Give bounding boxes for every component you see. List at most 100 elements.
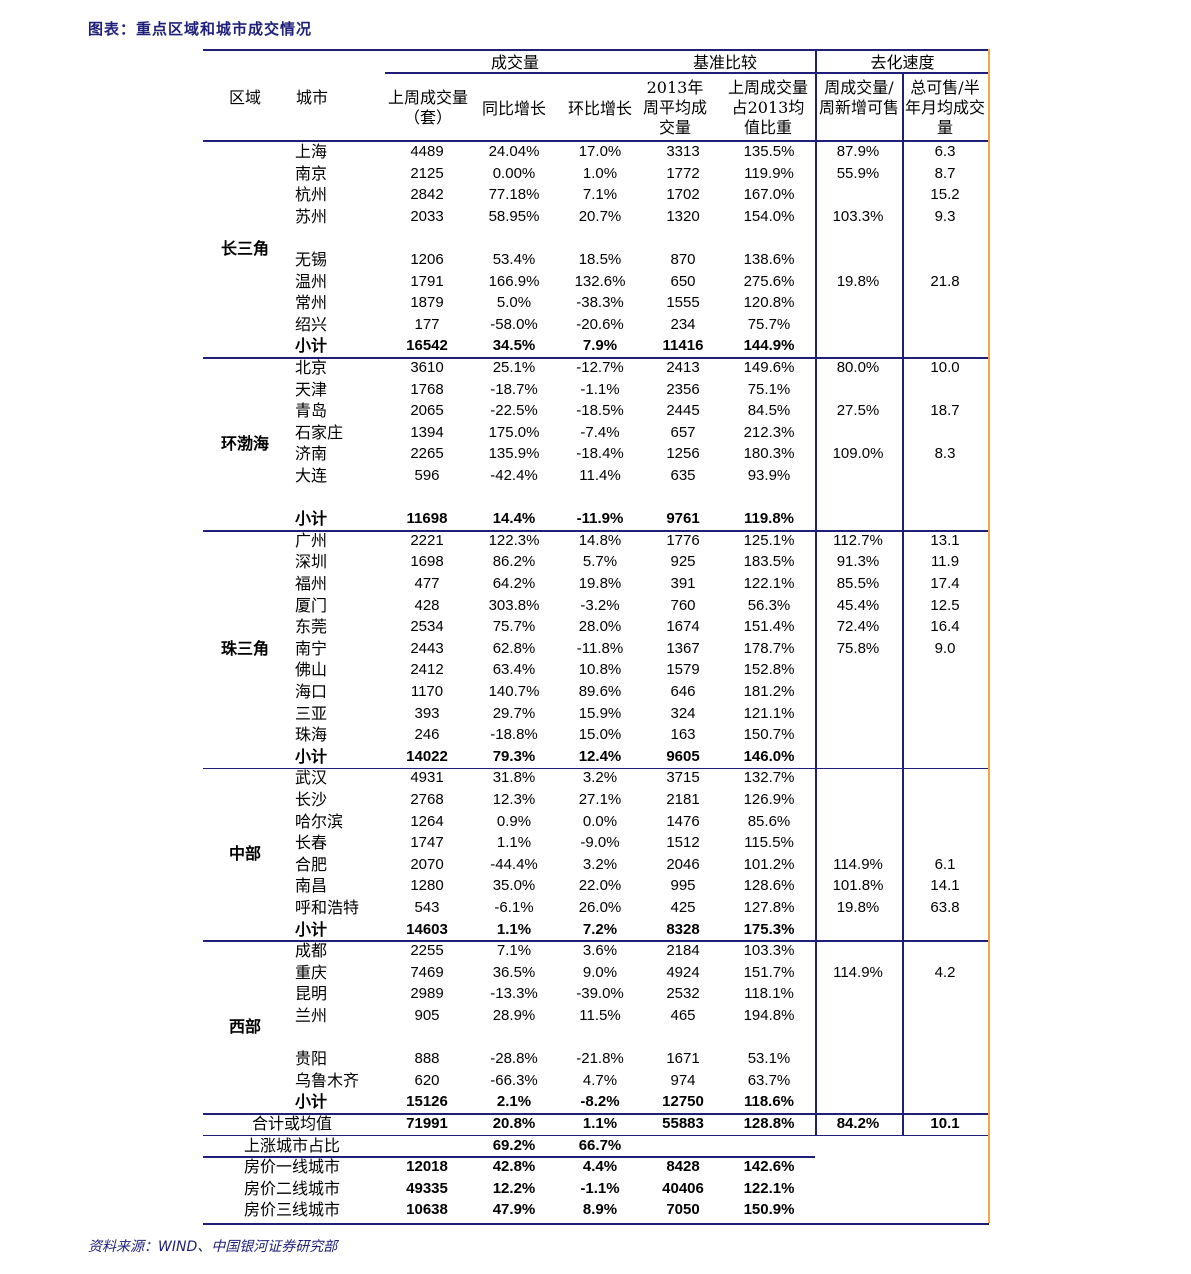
table-cell: 152.8% [743, 661, 795, 679]
table-cell: 428 [414, 596, 440, 614]
table-cell: 85.5% [836, 575, 880, 592]
table-cell: 3715 [666, 769, 700, 787]
table-cell: 77.18% [488, 186, 540, 204]
region-label: 珠三角 [220, 638, 269, 658]
city-name: 合肥 [295, 854, 328, 874]
table-cell: -18.5% [576, 402, 624, 420]
subtotal-value: 2.1% [496, 1093, 532, 1111]
city-name: 南宁 [295, 638, 328, 658]
table-cell: 13.1 [930, 531, 960, 549]
table-cell: 1.1% [496, 834, 532, 852]
table-cell: 324 [670, 704, 696, 722]
table-cell: 1768 [410, 380, 444, 398]
table-cell: 4924 [666, 963, 700, 981]
city-name: 深圳 [295, 552, 328, 572]
city-name: 海口 [295, 682, 328, 701]
table-cell: 19.8% [578, 575, 622, 592]
table-cell: 75.8% [836, 639, 880, 657]
table-cell: -28.8% [490, 1050, 538, 1068]
table-cell: 128.6% [743, 877, 795, 895]
header-months-supply: 总可售/半年月均成交量 [904, 78, 985, 137]
table-cell: 7.1% [582, 186, 618, 204]
table-cell: 24.04% [488, 143, 540, 160]
table-cell: 56.3% [747, 596, 791, 614]
table-cell: 1264 [410, 812, 444, 830]
table-cell: 2255 [410, 942, 444, 960]
subtotal-value: 11416 [662, 337, 704, 355]
table-cell: 16.4 [930, 618, 960, 636]
region-divider [203, 530, 989, 532]
table-cell: 86.2% [492, 553, 536, 571]
table-cell: 425 [670, 899, 696, 916]
subtotal-value: 9605 [666, 747, 700, 765]
table-cell: 115.5% [744, 834, 794, 852]
table-cell: 26.0% [578, 899, 622, 916]
table-cell: -21.8% [576, 1050, 624, 1068]
summary-label: 房价一线城市 [243, 1157, 340, 1177]
table-cell: 2443 [410, 639, 444, 657]
subtotal-value: 34.5% [492, 337, 536, 355]
table-cell: 2356 [666, 380, 700, 398]
table-cell: 180.3% [743, 445, 795, 463]
table-cell: 135.5% [743, 143, 795, 160]
table-cell: 127.8% [743, 899, 795, 916]
summary-value: 8.9% [582, 1201, 618, 1219]
summary-value: 10638 [406, 1201, 448, 1219]
region-label: 中部 [228, 844, 261, 863]
table-cell: 19.8% [836, 272, 880, 290]
table-cell: -44.4% [490, 855, 538, 873]
city-name: 佛山 [295, 660, 328, 680]
table-cell: 1280 [410, 877, 444, 895]
table-cell: -1.1% [580, 380, 620, 398]
table-cell: -20.6% [576, 315, 624, 333]
table-cell: 1772 [666, 164, 700, 182]
table-cell: 119.9% [744, 164, 794, 182]
summary-value: 84.2% [836, 1115, 880, 1132]
table-cell: 303.8% [488, 596, 540, 614]
table-cell: 1674 [666, 618, 700, 636]
city-name: 珠海 [295, 725, 328, 745]
table-cell: 4931 [410, 769, 444, 787]
table-cell: 181.2% [743, 683, 795, 700]
region-label: 环渤海 [220, 433, 269, 453]
header-yoy: 同比增长 [481, 99, 546, 118]
city-name: 青岛 [295, 401, 328, 421]
summary-value: 49335 [406, 1179, 448, 1197]
table-cell: 93.9% [747, 467, 791, 484]
header-group-volume: 成交量 [490, 53, 539, 72]
table-cell: 154.0% [743, 207, 795, 225]
subtotal-value: 14603 [406, 920, 448, 938]
table-cell: 2412 [410, 661, 444, 679]
region-divider [203, 940, 989, 942]
divider-destock-inner [902, 72, 904, 1135]
table-cell: 2046 [666, 855, 700, 873]
table-cell: -38.3% [576, 294, 624, 312]
city-name: 北京 [295, 358, 328, 377]
table-cell: 18.7 [930, 402, 960, 420]
total-bottom [203, 1134, 989, 1137]
table-cell: 543 [414, 899, 440, 916]
table-cell: 75.7% [492, 618, 536, 636]
table-cell: 27.5% [836, 402, 880, 420]
table-cell: 465 [670, 1007, 696, 1024]
table-cell: 103.3% [743, 942, 795, 960]
subtotal-value: -11.9% [576, 510, 624, 528]
table-cell: 646 [670, 683, 696, 700]
table-cell: 888 [414, 1050, 440, 1068]
table-cell: 55.9% [836, 164, 880, 182]
table-cell: -22.5% [490, 402, 538, 420]
city-name: 昆明 [295, 984, 328, 1004]
table-cell: 635 [670, 467, 696, 484]
summary-value: -1.1% [580, 1179, 620, 1197]
table-cell: 6.3 [934, 143, 956, 160]
summary-value: 7050 [666, 1201, 700, 1219]
table-cell: 0.00% [492, 164, 536, 182]
table-cell: 64.2% [492, 575, 536, 592]
table-cell: 3.6% [582, 942, 618, 960]
table-cell: 10.0 [930, 359, 960, 376]
subtotal-value: 7.9% [582, 337, 618, 355]
table-cell: 995 [670, 877, 696, 895]
table-cell: 1791 [410, 272, 444, 290]
bottom-border [203, 1223, 989, 1226]
